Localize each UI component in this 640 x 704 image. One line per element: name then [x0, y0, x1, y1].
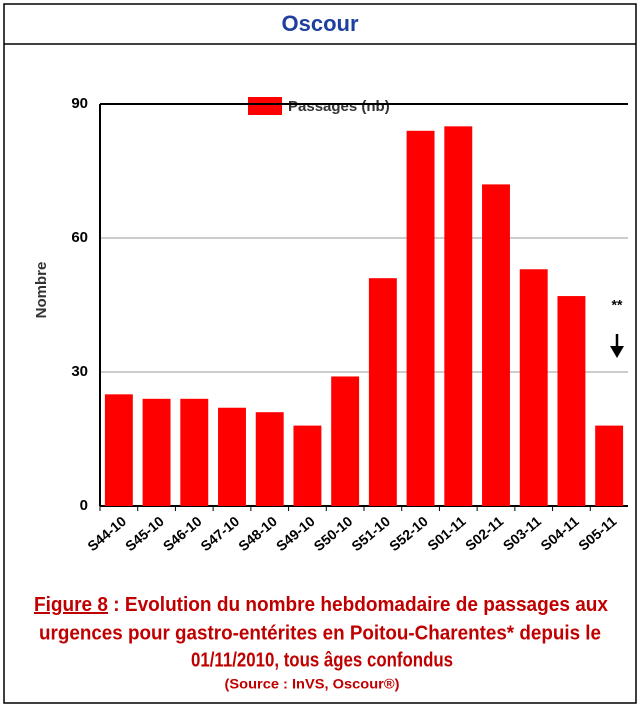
legend-swatch: [248, 97, 282, 115]
y-tick-label: 0: [80, 497, 88, 514]
x-tick-label: S50-10: [311, 513, 356, 554]
y-tick-label: 90: [71, 95, 88, 112]
x-tick-label: S44-10: [84, 513, 129, 554]
caption-text: 01/11/2010, tous âges confondus: [191, 649, 453, 671]
bar: [368, 278, 397, 506]
bar: [519, 269, 548, 506]
x-tick-label: S52-10: [386, 513, 431, 554]
frame: [3, 3, 637, 704]
x-tick-label: S04-11: [537, 513, 581, 554]
legend-label: Passages (nb): [288, 98, 390, 115]
x-tick-label: S51-10: [348, 513, 393, 554]
caption-line: Figure 8 : Evolution du nombre hebdomada…: [34, 594, 608, 616]
bar: [595, 425, 624, 506]
y-tick-label: 60: [71, 229, 88, 246]
y-tick-label: 30: [71, 363, 88, 380]
caption-label: Figure 8: [34, 594, 108, 616]
bar: [142, 398, 171, 506]
caption-text: : Evolution du nombre hebdomadaire de pa…: [108, 594, 608, 616]
bar: [255, 412, 284, 506]
bar: [406, 130, 435, 507]
x-tick-label: S02-11: [462, 513, 506, 554]
annotation-arrowhead: [610, 346, 624, 358]
bar: [218, 407, 246, 506]
x-tick-label: S47-10: [197, 513, 242, 554]
caption-text: urgences pour gastro-entérites en Poitou…: [39, 622, 601, 644]
x-tick-label: S48-10: [235, 513, 280, 554]
y-axis-label: Nombre: [33, 262, 50, 319]
x-tick-label: S46-10: [160, 513, 205, 554]
bar: [444, 126, 473, 506]
bar: [331, 376, 360, 506]
x-tick-label: S05-11: [575, 513, 619, 554]
annotation: **: [612, 297, 623, 313]
caption-source: (Source : InVS, Oscour®): [225, 676, 400, 692]
x-tick-label: S49-10: [273, 513, 318, 554]
bar: [293, 425, 322, 506]
bar: [482, 184, 510, 506]
x-tick-label: S45-10: [122, 513, 167, 554]
bar: [557, 296, 586, 506]
bar: [180, 398, 209, 506]
chart-title: Oscour: [281, 11, 358, 36]
x-tick-label: S03-11: [500, 513, 544, 554]
bar: [104, 394, 133, 506]
x-tick-label: S01-11: [424, 513, 468, 554]
